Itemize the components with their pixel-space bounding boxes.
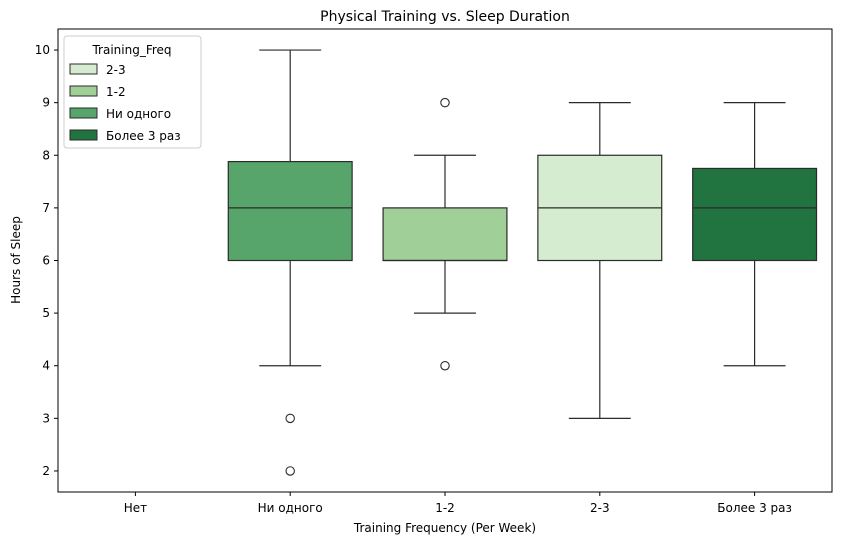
y-tick-label: 3 bbox=[42, 411, 50, 425]
box-group bbox=[382, 97, 508, 371]
legend-frame bbox=[63, 35, 202, 149]
y-tick-label: 6 bbox=[42, 254, 50, 268]
legend-label: 2-3 bbox=[106, 63, 126, 77]
chart-title: Physical Training vs. Sleep Duration bbox=[320, 9, 570, 25]
box-series bbox=[227, 49, 818, 476]
legend-label: 1-2 bbox=[106, 85, 126, 99]
y-axis-label: Hours of Sleep bbox=[9, 216, 23, 304]
y-tick-label: 7 bbox=[42, 201, 50, 215]
x-tick-label: Более 3 раз bbox=[717, 501, 792, 515]
box-iqr bbox=[382, 207, 508, 262]
legend-title: Training_Freq bbox=[91, 43, 171, 57]
legend-label: Ни одного bbox=[106, 107, 171, 121]
outlier-point bbox=[285, 413, 295, 424]
x-axis-label: Training Frequency (Per Week) bbox=[353, 521, 536, 535]
outlier-point bbox=[285, 466, 295, 476]
legend-swatch bbox=[69, 129, 98, 141]
y-tick-label: 10 bbox=[35, 43, 50, 57]
legend-swatch bbox=[69, 63, 98, 75]
box-group bbox=[537, 102, 663, 419]
outlier-point bbox=[440, 97, 450, 108]
y-tick-label: 5 bbox=[42, 306, 50, 320]
outlier-point bbox=[440, 360, 450, 371]
legend-swatch bbox=[69, 107, 98, 119]
x-tick-label: 2-3 bbox=[590, 501, 610, 515]
x-tick-label: 1-2 bbox=[435, 501, 455, 515]
y-tick-label: 9 bbox=[42, 96, 50, 110]
x-tick-label: Ни одного bbox=[258, 501, 323, 515]
legend: Training_Freq 2-3 1-2 Ни одного Более 3 раз bbox=[63, 35, 202, 149]
box-iqr bbox=[227, 160, 353, 262]
box-group bbox=[227, 49, 353, 476]
x-tick-label: Нет bbox=[124, 501, 147, 515]
y-tick-label: 2 bbox=[42, 464, 50, 478]
y-tick-label: 4 bbox=[42, 359, 50, 373]
legend-swatch bbox=[69, 85, 98, 97]
y-tick-label: 8 bbox=[42, 148, 50, 162]
box-iqr bbox=[692, 167, 818, 262]
legend-label: Более 3 раз bbox=[106, 129, 181, 143]
y-axis: 2 3 4 5 6 7 8 9 10 bbox=[35, 43, 58, 478]
box-group bbox=[692, 102, 818, 367]
x-axis: Нет Ни одного 1-2 2-3 Более 3 раз bbox=[124, 492, 792, 515]
